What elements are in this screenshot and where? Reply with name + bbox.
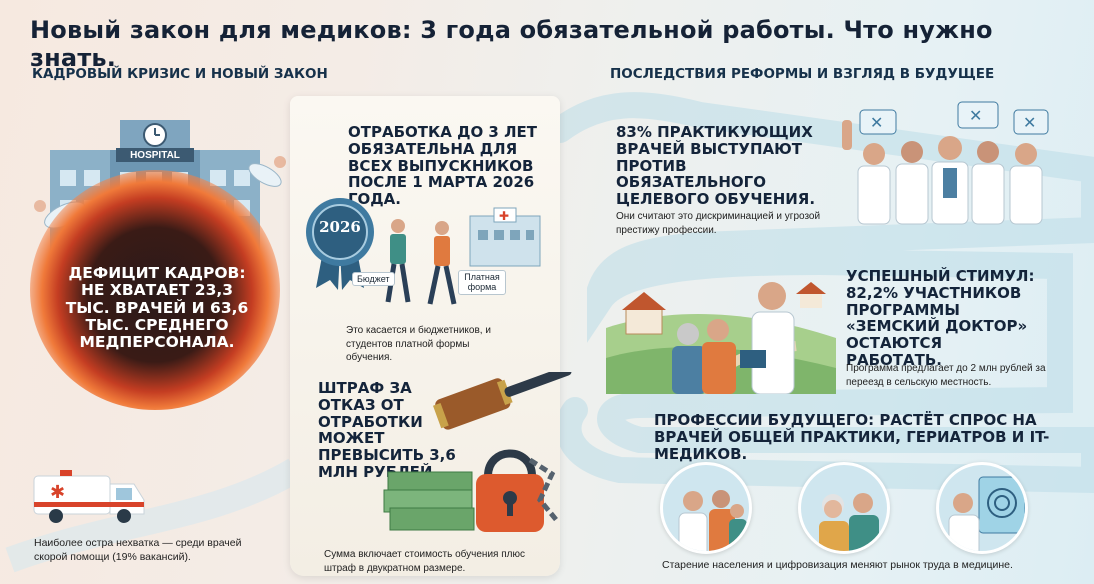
- opposition-note: Они считают это дискриминацией и угрозой…: [616, 211, 821, 236]
- svg-text:✱: ✱: [50, 482, 65, 503]
- year-badge-label: 2026: [319, 218, 361, 236]
- protesting-doctors-illustration: ✕ ✕ ✕: [842, 101, 1049, 225]
- left-section-heading: КАДРОВЫЙ КРИЗИС И НОВЫЙ ЗАКОН: [32, 66, 328, 82]
- opposition-text: 83% ПРАКТИКУЮЩИХ ВРАЧЕЙ ВЫСТУПАЮТ ПРОТИВ…: [616, 123, 816, 209]
- applies-note: Это касается и бюджетников, и студентов …: [346, 325, 491, 363]
- general-practitioner-icon: [660, 462, 752, 554]
- svg-text:✕: ✕: [1023, 115, 1036, 132]
- svg-text:✚: ✚: [499, 209, 509, 223]
- paid-form-tag: Платная форма: [458, 270, 506, 295]
- year-badge: [304, 196, 376, 292]
- budget-tag: Бюджет: [352, 272, 395, 286]
- right-section-heading: ПОСЛЕДСТВИЯ РЕФОРМЫ И ВЗГЛЯД В БУДУЩЕЕ: [610, 66, 995, 82]
- it-medicine-icon: [936, 462, 1028, 554]
- svg-text:✕: ✕: [870, 115, 883, 132]
- rural-doctor-illustration: [606, 282, 836, 394]
- stimulus-text: УСПЕШНЫЙ СТИМУЛ: 82,2% УЧАСТНИКОВ ПРОГРА…: [846, 267, 1035, 369]
- ambulance-note: Наиболее остра нехватка — среди врачей с…: [34, 537, 242, 564]
- deficit-burst: [30, 170, 280, 410]
- fine-note: Сумма включает стоимость обучения плюс ш…: [324, 549, 525, 574]
- future-text: ПРОФЕССИИ БУДУЩЕГО: РАСТЁТ СПРОС НА ВРАЧ…: [654, 411, 1050, 463]
- future-note: Старение населения и цифровизация меняют…: [662, 559, 1013, 571]
- svg-text:✕: ✕: [969, 108, 982, 125]
- ambulance-icon: ✱: [30, 466, 150, 526]
- stimulus-note: Программа предлагает до 2 млн рублей за …: [846, 363, 1046, 388]
- obligation-text: ОТРАБОТКА ДО 3 ЛЕТ ОБЯЗАТЕЛЬНА ДЛЯ ВСЕХ …: [348, 123, 538, 209]
- fine-text: ШТРАФ ЗА ОТКАЗ ОТ ОТРАБОТКИ МОЖЕТ ПРЕВЫС…: [318, 379, 456, 481]
- page-title: Новый закон для медиков: 3 года обязател…: [30, 16, 993, 72]
- gavel-money-lock-illustration: [383, 372, 572, 532]
- students-illustration: ✚: [385, 207, 541, 305]
- hospital-sign: HOSPITAL: [130, 150, 180, 161]
- geriatrics-icon: [798, 462, 890, 554]
- deficit-text: ДЕФИЦИТ КАДРОВ: НЕ ХВАТАЕТ 23,3 ТЫС. ВРА…: [65, 264, 249, 352]
